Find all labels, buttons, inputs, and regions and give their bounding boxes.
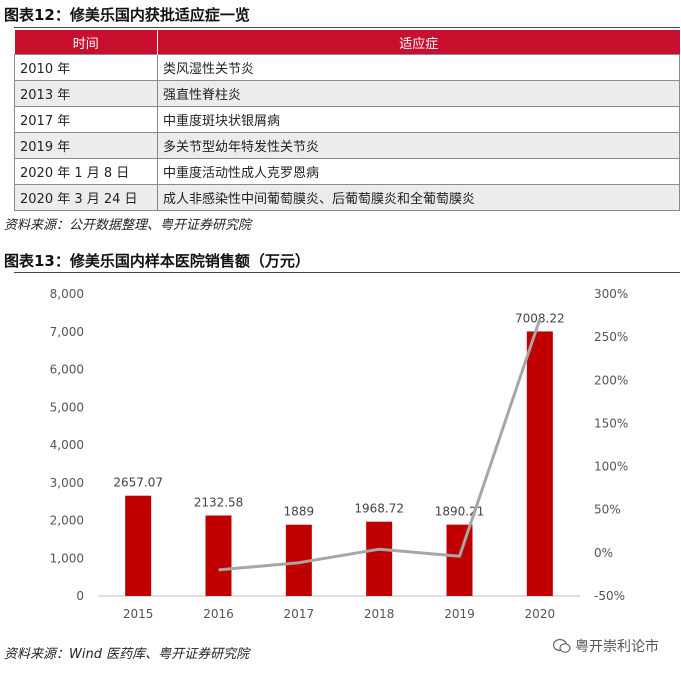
y-right-tick-label: 50% bbox=[594, 503, 621, 517]
y-left-tick-label: 2,000 bbox=[50, 514, 84, 528]
y-right-tick-label: 100% bbox=[594, 460, 628, 474]
cell-time: 2019 年 bbox=[14, 132, 158, 159]
table-row: 2013 年 强直性脊柱炎 bbox=[14, 80, 680, 107]
table-row: 2020 年 1 月 8 日 中重度活动性成人克罗恩病 bbox=[14, 158, 680, 185]
cell-time: 2013 年 bbox=[14, 80, 158, 107]
x-tick-label: 2020 bbox=[525, 607, 556, 621]
wechat-icon bbox=[553, 638, 571, 653]
y-right-tick-label: 250% bbox=[594, 330, 628, 344]
bar-data-label: 7008.22 bbox=[515, 311, 565, 325]
column-header-time: 时间 bbox=[14, 30, 158, 55]
x-tick-label: 2017 bbox=[284, 607, 315, 621]
title-rule bbox=[14, 272, 680, 273]
watermark-text: 粤开崇利论市 bbox=[575, 639, 659, 655]
title-rule bbox=[14, 27, 680, 28]
approvals-table: 时间 适应症 2010 年 类风湿性关节炎 2013 年 强直性脊柱炎 2017… bbox=[14, 30, 680, 211]
x-tick-label: 2016 bbox=[203, 607, 234, 621]
cell-indication: 中重度斑块状银屑病 bbox=[157, 106, 680, 133]
bar bbox=[446, 524, 473, 596]
cell-indication: 类风湿性关节炎 bbox=[157, 54, 680, 81]
growth-line bbox=[218, 318, 542, 572]
y-left-tick-label: 0 bbox=[76, 589, 84, 603]
table-title: 图表12：修美乐国内获批适应症一览 bbox=[4, 6, 250, 24]
table-row: 2020 年 3 月 24 日 成人非感染性中间葡萄膜炎、后葡萄膜炎和全葡萄膜炎 bbox=[14, 184, 680, 211]
y-left-tick-label: 8,000 bbox=[50, 287, 84, 301]
cell-indication: 强直性脊柱炎 bbox=[157, 80, 680, 107]
chart-title: 图表13：修美乐国内样本医院销售额（万元） bbox=[4, 252, 310, 270]
bar bbox=[205, 515, 232, 596]
bar-data-label: 2132.58 bbox=[194, 495, 244, 509]
bar bbox=[366, 521, 393, 596]
table-header-row: 时间 适应症 bbox=[14, 30, 680, 55]
bar-data-label: 1968.72 bbox=[354, 502, 404, 516]
sales-chart: 0 1,000 2,000 3,000 4,000 5,000 6,000 7,000 8,00… bbox=[50, 287, 629, 621]
bar bbox=[125, 495, 152, 596]
y-right-tick-label: 200% bbox=[594, 373, 628, 387]
cell-indication: 成人非感染性中间葡萄膜炎、后葡萄膜炎和全葡萄膜炎 bbox=[157, 184, 680, 211]
y-right-tick-label: 0% bbox=[594, 546, 613, 560]
x-tick-label: 2019 bbox=[444, 607, 475, 621]
chart-source-note: 资料来源：Wind 医药库、粤开证券研究院 bbox=[4, 647, 250, 662]
bar bbox=[526, 331, 553, 596]
bar-data-label: 1889 bbox=[284, 505, 315, 519]
cell-time: 2017 年 bbox=[14, 106, 158, 133]
table-row: 2019 年 多关节型幼年特发性关节炎 bbox=[14, 132, 680, 159]
y-left-tick-label: 7,000 bbox=[50, 325, 84, 339]
cell-time: 2020 年 3 月 24 日 bbox=[14, 184, 158, 211]
cell-time: 2020 年 1 月 8 日 bbox=[14, 158, 158, 185]
y-left-tick-label: 6,000 bbox=[50, 363, 84, 377]
x-tick-label: 2015 bbox=[123, 607, 154, 621]
y-left-tick-label: 4,000 bbox=[50, 438, 84, 452]
cell-time: 2010 年 bbox=[14, 54, 158, 81]
table-source-note: 资料来源：公开数据整理、粤开证券研究院 bbox=[4, 218, 252, 233]
x-tick-label: 2018 bbox=[364, 607, 395, 621]
watermark: 粤开崇利论市 bbox=[553, 636, 659, 656]
cell-indication: 中重度活动性成人克罗恩病 bbox=[157, 158, 680, 185]
cell-indication: 多关节型幼年特发性关节炎 bbox=[157, 132, 680, 159]
y-right-tick-label: 150% bbox=[594, 416, 628, 430]
y-right-tick-label: 300% bbox=[594, 287, 628, 301]
column-header-indication: 适应症 bbox=[157, 30, 680, 55]
table-row: 2017 年 中重度斑块状银屑病 bbox=[14, 106, 680, 133]
y-left-tick-label: 1,000 bbox=[50, 551, 84, 565]
table-row: 2010 年 类风湿性关节炎 bbox=[14, 54, 680, 81]
y-right-tick-label: -50% bbox=[594, 589, 625, 603]
y-left-tick-label: 5,000 bbox=[50, 400, 84, 414]
bar-data-label: 2657.07 bbox=[113, 476, 163, 490]
y-left-tick-label: 3,000 bbox=[50, 476, 84, 490]
